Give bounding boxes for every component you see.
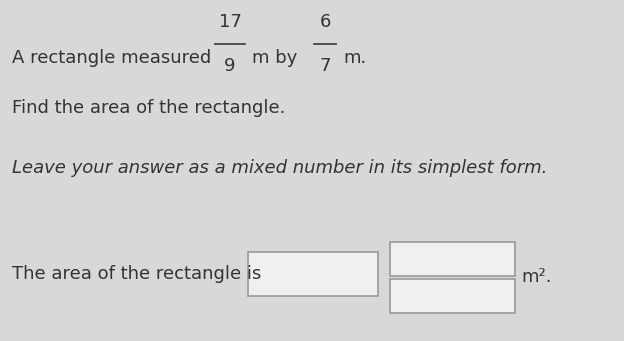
Text: 7: 7 bbox=[319, 57, 331, 75]
Text: The area of the rectangle is: The area of the rectangle is bbox=[12, 265, 261, 283]
Bar bbox=[248, 252, 378, 296]
Text: Leave your answer as a mixed number in its simplest form.: Leave your answer as a mixed number in i… bbox=[12, 159, 547, 177]
Bar bbox=[390, 242, 515, 276]
Text: m.: m. bbox=[343, 49, 366, 67]
Text: A rectangle measured: A rectangle measured bbox=[12, 49, 212, 67]
Text: m by: m by bbox=[252, 49, 298, 67]
Text: Find the area of the rectangle.: Find the area of the rectangle. bbox=[12, 99, 285, 117]
Text: 17: 17 bbox=[218, 13, 241, 31]
Text: m².: m². bbox=[521, 268, 552, 286]
Bar bbox=[390, 279, 515, 313]
Text: 9: 9 bbox=[224, 57, 236, 75]
Text: 6: 6 bbox=[319, 13, 331, 31]
